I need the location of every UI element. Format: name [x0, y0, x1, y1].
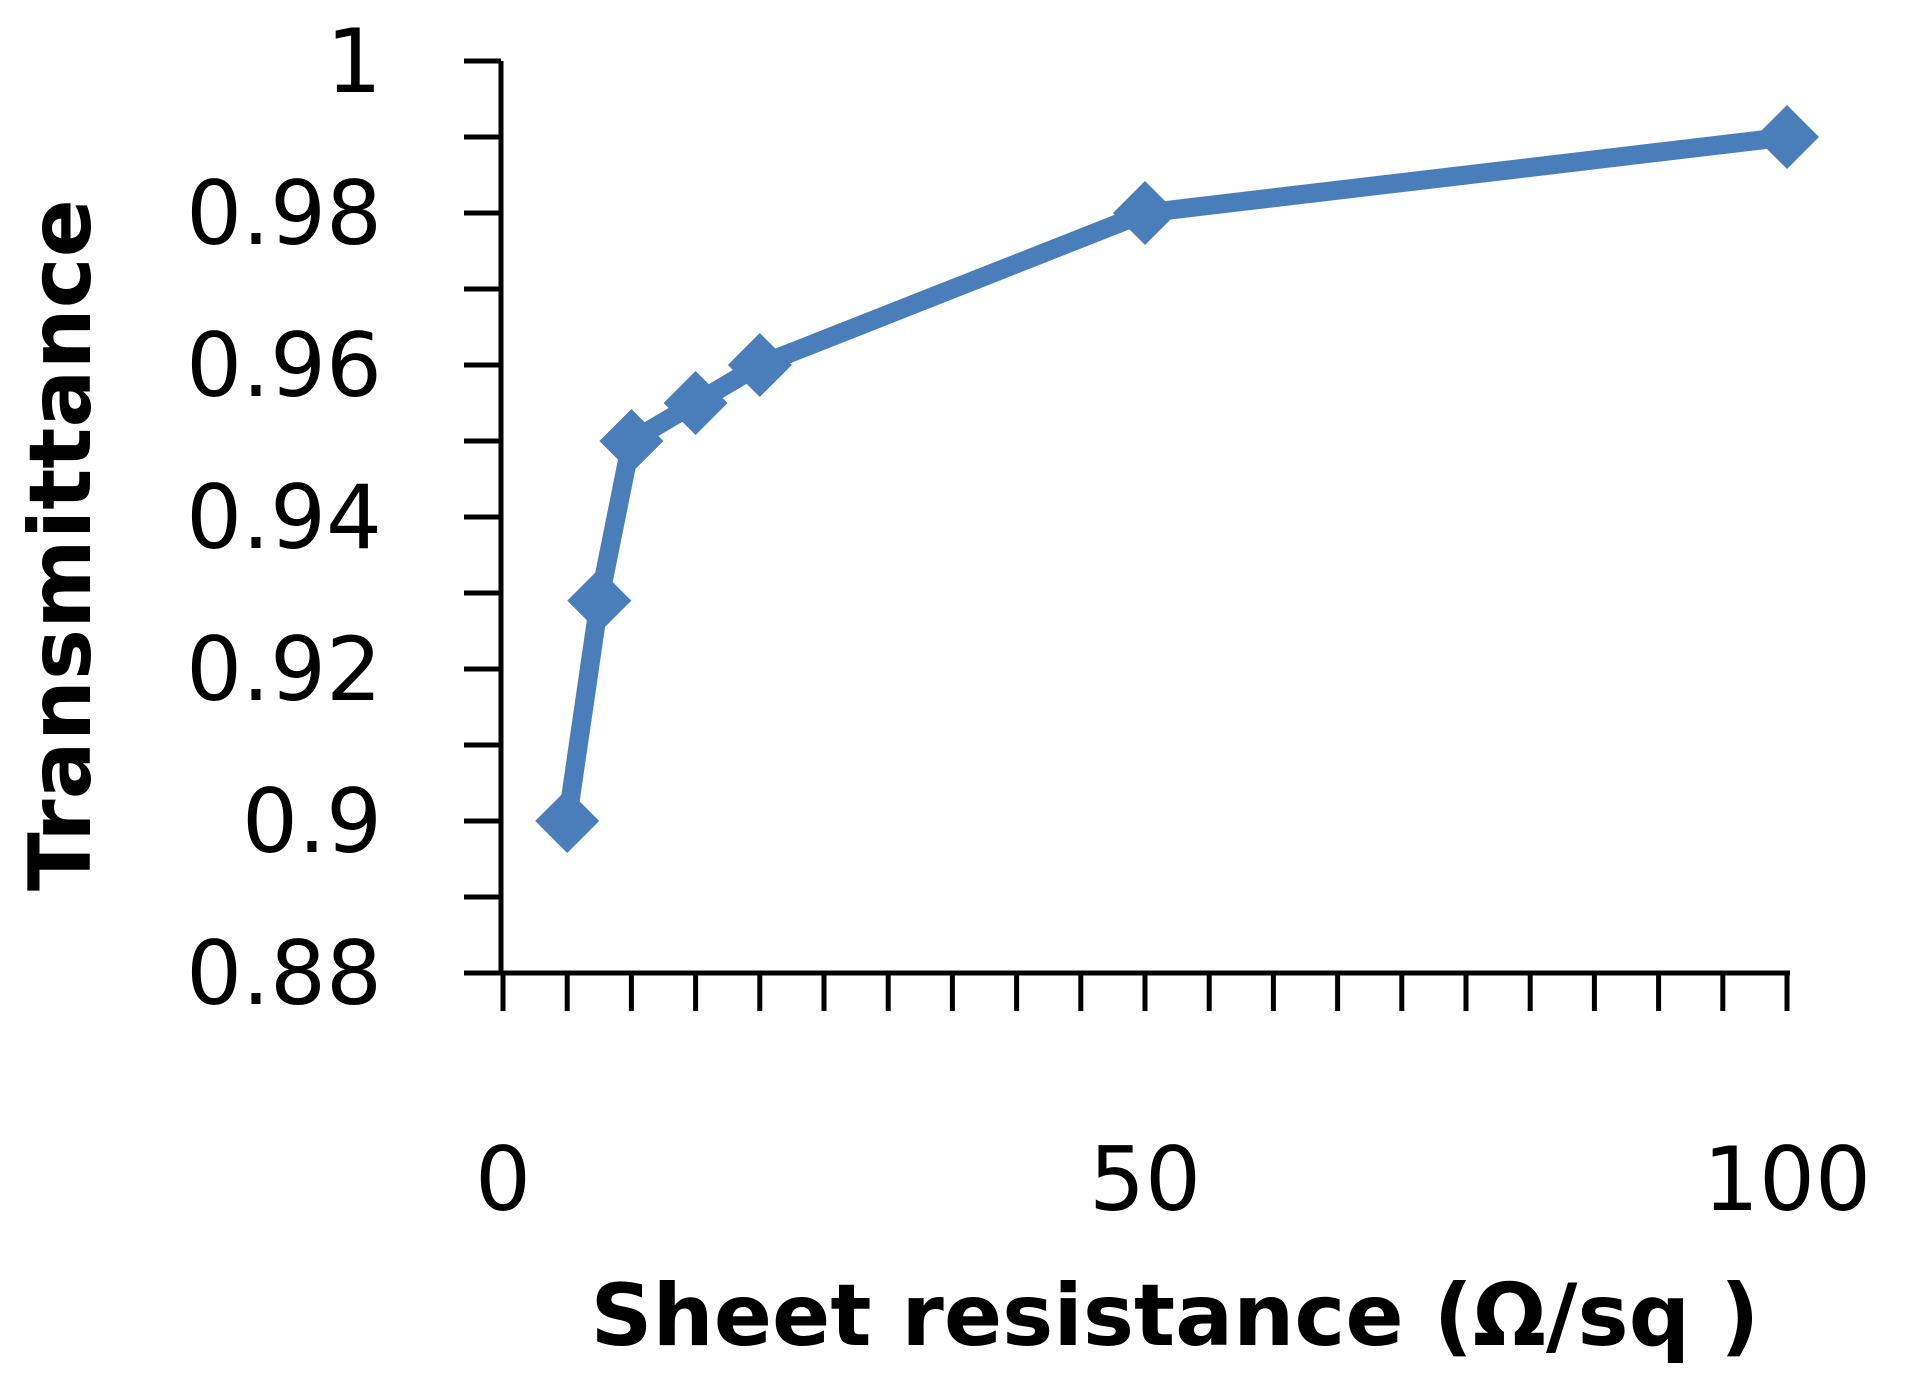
x-tick-label: 100: [1703, 1128, 1871, 1231]
series: [535, 105, 1819, 853]
y-tick-label: 0.96: [186, 314, 382, 417]
y-axis-title: Transmittance: [11, 199, 111, 891]
data-point-marker: [535, 789, 600, 853]
y-tick-label: 0.98: [186, 162, 382, 265]
y-tick-label: 1: [326, 10, 382, 113]
axes: [464, 61, 1790, 976]
data-point-marker: [1113, 181, 1177, 245]
y-tick-label: 0.94: [186, 466, 382, 569]
data-point-marker: [567, 568, 632, 633]
x-tick-label: 50: [1089, 1128, 1201, 1231]
data-point-marker: [1755, 105, 1819, 169]
y-tick-label: 0.9: [242, 770, 382, 873]
data-point-marker: [663, 371, 728, 435]
series-line: [557, 127, 1797, 831]
x-axis-title: Sheet resistance (Ω/sq ): [591, 1266, 1760, 1366]
tick-labels: 0.88 0.9 0.92 0.94 0.96 0.98 1 0 50 100: [186, 10, 1871, 1231]
y-tick-label: 0.92: [186, 618, 382, 721]
data-point-marker: [599, 409, 664, 473]
data-point-marker: [727, 333, 792, 397]
x-tick-label: 0: [475, 1128, 531, 1231]
ticks: [464, 58, 1790, 1011]
y-tick-label: 0.88: [186, 922, 382, 1025]
